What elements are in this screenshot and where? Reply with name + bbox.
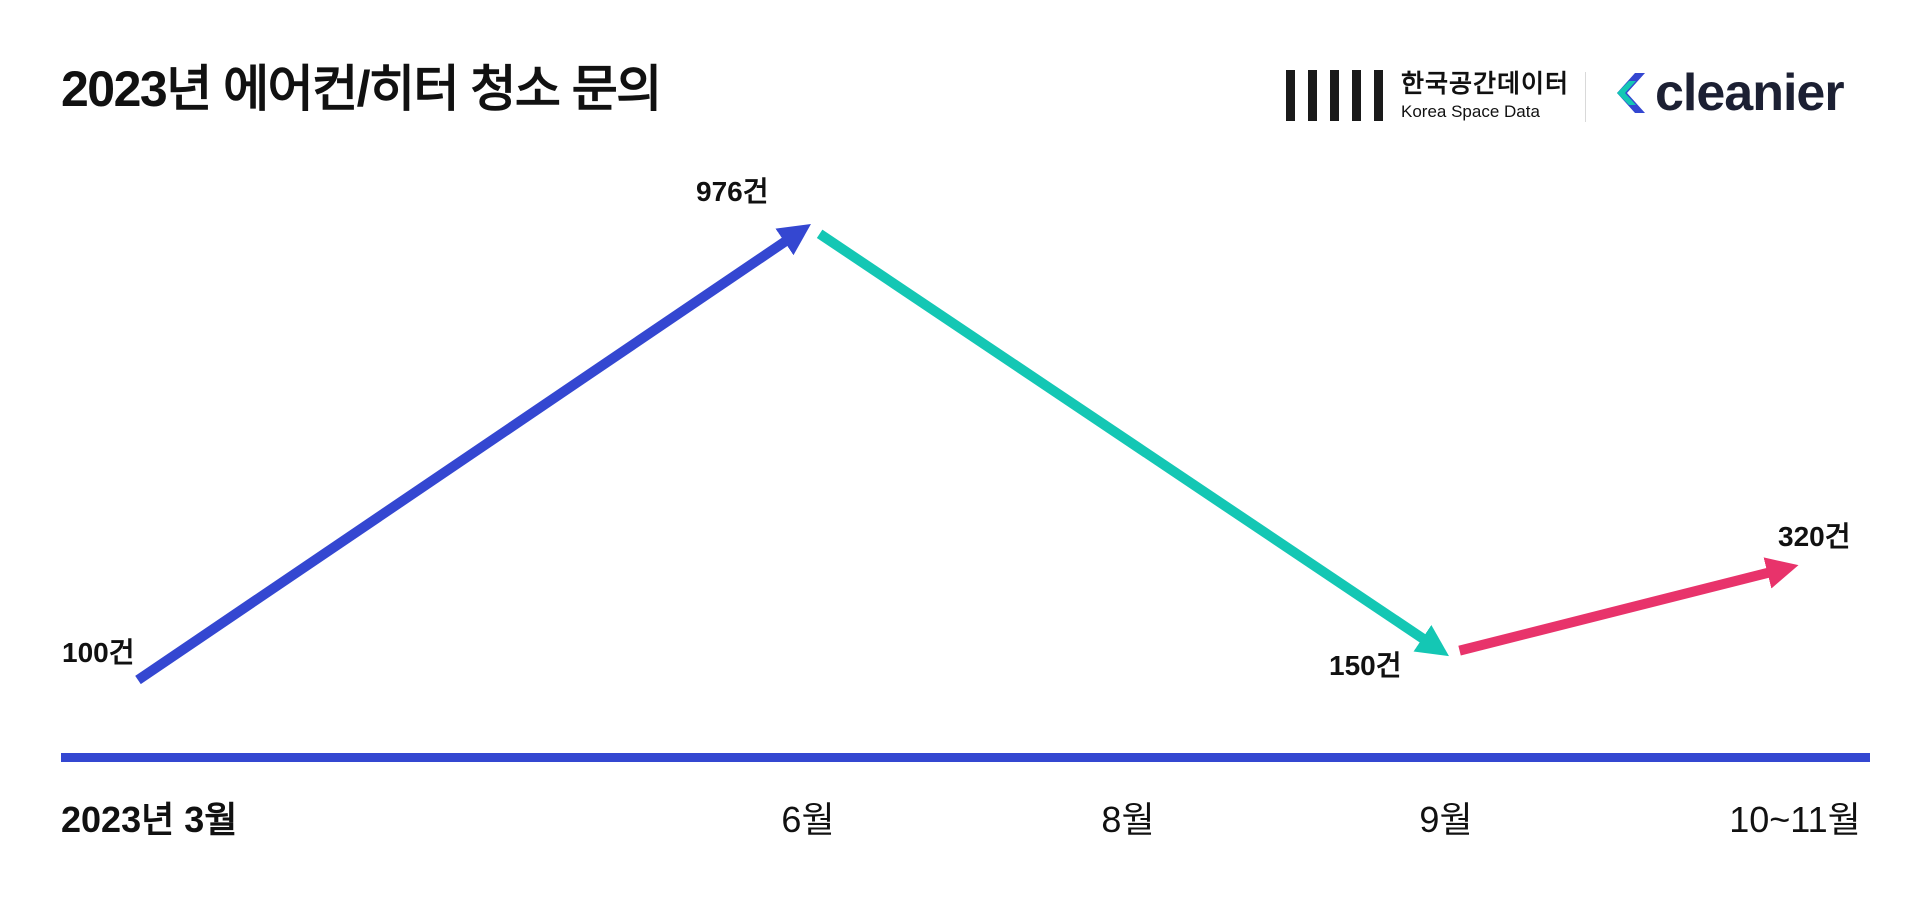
cleanier-logo: cleanier xyxy=(1607,64,1845,122)
trend-arrow-segment xyxy=(135,223,811,685)
x-tick-label: 8월 xyxy=(1101,799,1154,840)
cleanier-logo-icon xyxy=(1617,73,1645,113)
trend-arrow-segment xyxy=(816,229,1449,657)
data-point-label: 976건 xyxy=(696,176,768,207)
ksd-logo-bar xyxy=(1286,70,1295,122)
ksd-english-name: Korea Space Data xyxy=(1401,101,1540,121)
ksd-logo-mark xyxy=(1286,70,1383,122)
x-tick-label: 10~11월 xyxy=(1729,799,1861,840)
data-labels: 100건 976건 150건 320건 xyxy=(62,176,1850,681)
logo-divider xyxy=(1585,72,1586,122)
x-axis-tick-labels: 2023년 3월 6월 8월 9월 10~11월 xyxy=(61,799,1861,840)
data-point-label: 100건 xyxy=(62,637,134,668)
data-point-label: 150건 xyxy=(1329,650,1401,681)
ksd-logo-bar xyxy=(1352,70,1361,122)
korea-space-data-logo: 한국공간데이터 Korea Space Data xyxy=(1286,70,1569,122)
chart-segments xyxy=(135,223,1799,685)
ksd-korean-name: 한국공간데이터 xyxy=(1401,70,1570,98)
ksd-logo-bar xyxy=(1330,70,1339,122)
x-tick-label: 2023년 3월 xyxy=(61,799,237,840)
data-point-label: 320건 xyxy=(1778,521,1850,552)
cleanier-wordmark: cleanier xyxy=(1655,64,1845,122)
chart-title: 2023년 에어컨/히터 청소 문의 xyxy=(61,61,662,117)
ksd-logo-text: 한국공간데이터 Korea Space Data xyxy=(1401,70,1569,121)
ksd-logo-bar xyxy=(1308,70,1317,122)
trend-arrow-segment xyxy=(1458,557,1799,656)
ksd-logo-bar xyxy=(1374,70,1383,122)
x-tick-label: 6월 xyxy=(781,799,834,840)
x-tick-label: 9월 xyxy=(1419,799,1472,840)
x-axis-baseline xyxy=(61,753,1870,762)
